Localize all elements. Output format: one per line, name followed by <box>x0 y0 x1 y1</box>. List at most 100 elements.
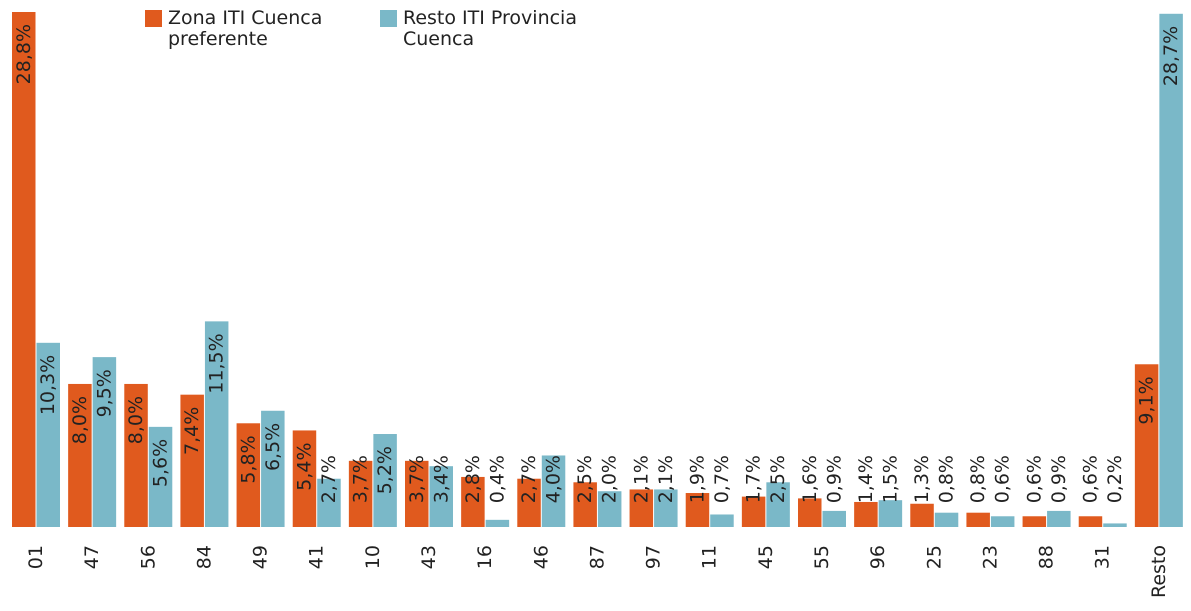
bar <box>236 423 261 527</box>
bar <box>741 496 766 527</box>
bar <box>710 514 734 527</box>
bar <box>822 510 846 527</box>
data-label: 5,4% <box>293 442 315 490</box>
bar <box>1134 364 1159 527</box>
data-label: 2,1% <box>630 455 652 503</box>
x-tick-label: 84 <box>193 545 215 569</box>
bar <box>654 489 678 527</box>
bar <box>629 489 654 527</box>
data-label: 1,4% <box>855 455 877 503</box>
data-label: 2,8% <box>462 455 484 503</box>
data-label: 0,2% <box>1104 455 1126 503</box>
bar <box>1159 13 1183 527</box>
bar <box>461 476 485 527</box>
x-tick-label: 56 <box>137 545 159 569</box>
legend-label: Zona ITI Cuenca preferente <box>168 7 323 50</box>
bar <box>854 501 878 527</box>
data-label: 11,5% <box>206 333 228 393</box>
bar <box>541 455 566 527</box>
bar <box>878 500 903 527</box>
bar <box>148 426 173 527</box>
x-tick-label: 16 <box>474 545 496 569</box>
data-label: 8,0% <box>69 396 91 444</box>
bar <box>36 342 60 527</box>
data-label: 2,5% <box>574 455 596 503</box>
data-label: 0,6% <box>992 455 1014 503</box>
data-label: 5,6% <box>150 439 172 487</box>
bar <box>405 460 429 527</box>
data-label: 4,0% <box>543 455 565 503</box>
bar <box>92 357 117 527</box>
bar <box>180 394 204 527</box>
legend-item: Resto ITI Provincia Cuenca <box>380 8 603 50</box>
x-tick-label: 87 <box>586 545 608 569</box>
data-label: 0,4% <box>486 455 508 503</box>
x-tick-label: 97 <box>643 545 665 569</box>
x-tick-label: 88 <box>1036 545 1058 569</box>
bar <box>517 478 541 527</box>
x-tick-label: 23 <box>979 545 1001 569</box>
x-tick-label: Resto <box>1148 545 1170 598</box>
data-label: 1,3% <box>911 455 933 503</box>
bar <box>910 503 934 527</box>
bar <box>317 478 341 527</box>
x-tick-label: 31 <box>1092 545 1114 569</box>
x-tick-label: 96 <box>867 545 889 569</box>
bar <box>934 512 959 527</box>
data-label: 5,2% <box>374 446 396 494</box>
bar <box>485 519 510 527</box>
bar <box>261 410 285 527</box>
data-label: 1,9% <box>686 455 708 503</box>
data-label: 0,9% <box>1048 455 1070 503</box>
data-label: 5,8% <box>237 435 259 483</box>
legend-label: Resto ITI Provincia Cuenca <box>403 7 577 50</box>
x-tick-label: 45 <box>755 545 777 569</box>
data-label: 0,7% <box>711 455 733 503</box>
bar <box>766 482 790 527</box>
data-label: 9,1% <box>1136 376 1158 424</box>
legend-swatch <box>145 10 162 27</box>
x-tick-label: 55 <box>811 545 833 569</box>
data-label: 3,7% <box>406 455 428 503</box>
data-label: 28,7% <box>1160 26 1182 86</box>
x-tick-label: 11 <box>699 545 721 569</box>
x-tick-label: 01 <box>25 545 47 569</box>
data-label: 0,8% <box>967 455 989 503</box>
data-label: 3,7% <box>350 455 372 503</box>
legend-swatch <box>380 10 397 27</box>
data-label: 0,6% <box>1079 455 1101 503</box>
data-label: 3,4% <box>430 455 452 503</box>
bar <box>573 482 597 527</box>
data-label: 9,5% <box>93 369 115 417</box>
data-label: 0,9% <box>823 455 845 503</box>
data-label: 28,8% <box>13 24 35 84</box>
data-label: 2,7% <box>318 455 340 503</box>
x-tick-label: 47 <box>81 545 103 569</box>
data-label: 0,6% <box>1023 455 1045 503</box>
x-tick-label: 10 <box>362 545 384 569</box>
x-tick-label: 49 <box>250 545 272 569</box>
bar <box>12 12 36 527</box>
data-label: 2,1% <box>655 455 677 503</box>
bar <box>1047 510 1071 527</box>
x-tick-label: 46 <box>530 545 552 569</box>
bar <box>798 498 822 527</box>
x-tick-label: 43 <box>418 545 440 569</box>
bar <box>1022 516 1047 527</box>
bar <box>966 512 990 527</box>
bar <box>348 460 373 527</box>
data-label: 7,4% <box>181 407 203 455</box>
data-label: 2,7% <box>518 455 540 503</box>
x-tick-label: 41 <box>306 545 328 569</box>
data-label: 1,6% <box>799 455 821 503</box>
bar <box>429 466 453 527</box>
bar <box>292 430 317 527</box>
data-label: 1,7% <box>743 455 765 503</box>
data-label: 8,0% <box>125 396 147 444</box>
x-tick-label: 25 <box>923 545 945 569</box>
data-label: 0,8% <box>936 455 958 503</box>
bar <box>597 491 622 527</box>
legend-item: Zona ITI Cuenca preferente <box>145 8 368 50</box>
